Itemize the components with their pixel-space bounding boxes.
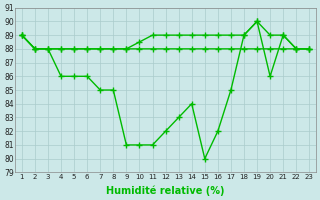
X-axis label: Humidité relative (%): Humidité relative (%) (106, 185, 225, 196)
